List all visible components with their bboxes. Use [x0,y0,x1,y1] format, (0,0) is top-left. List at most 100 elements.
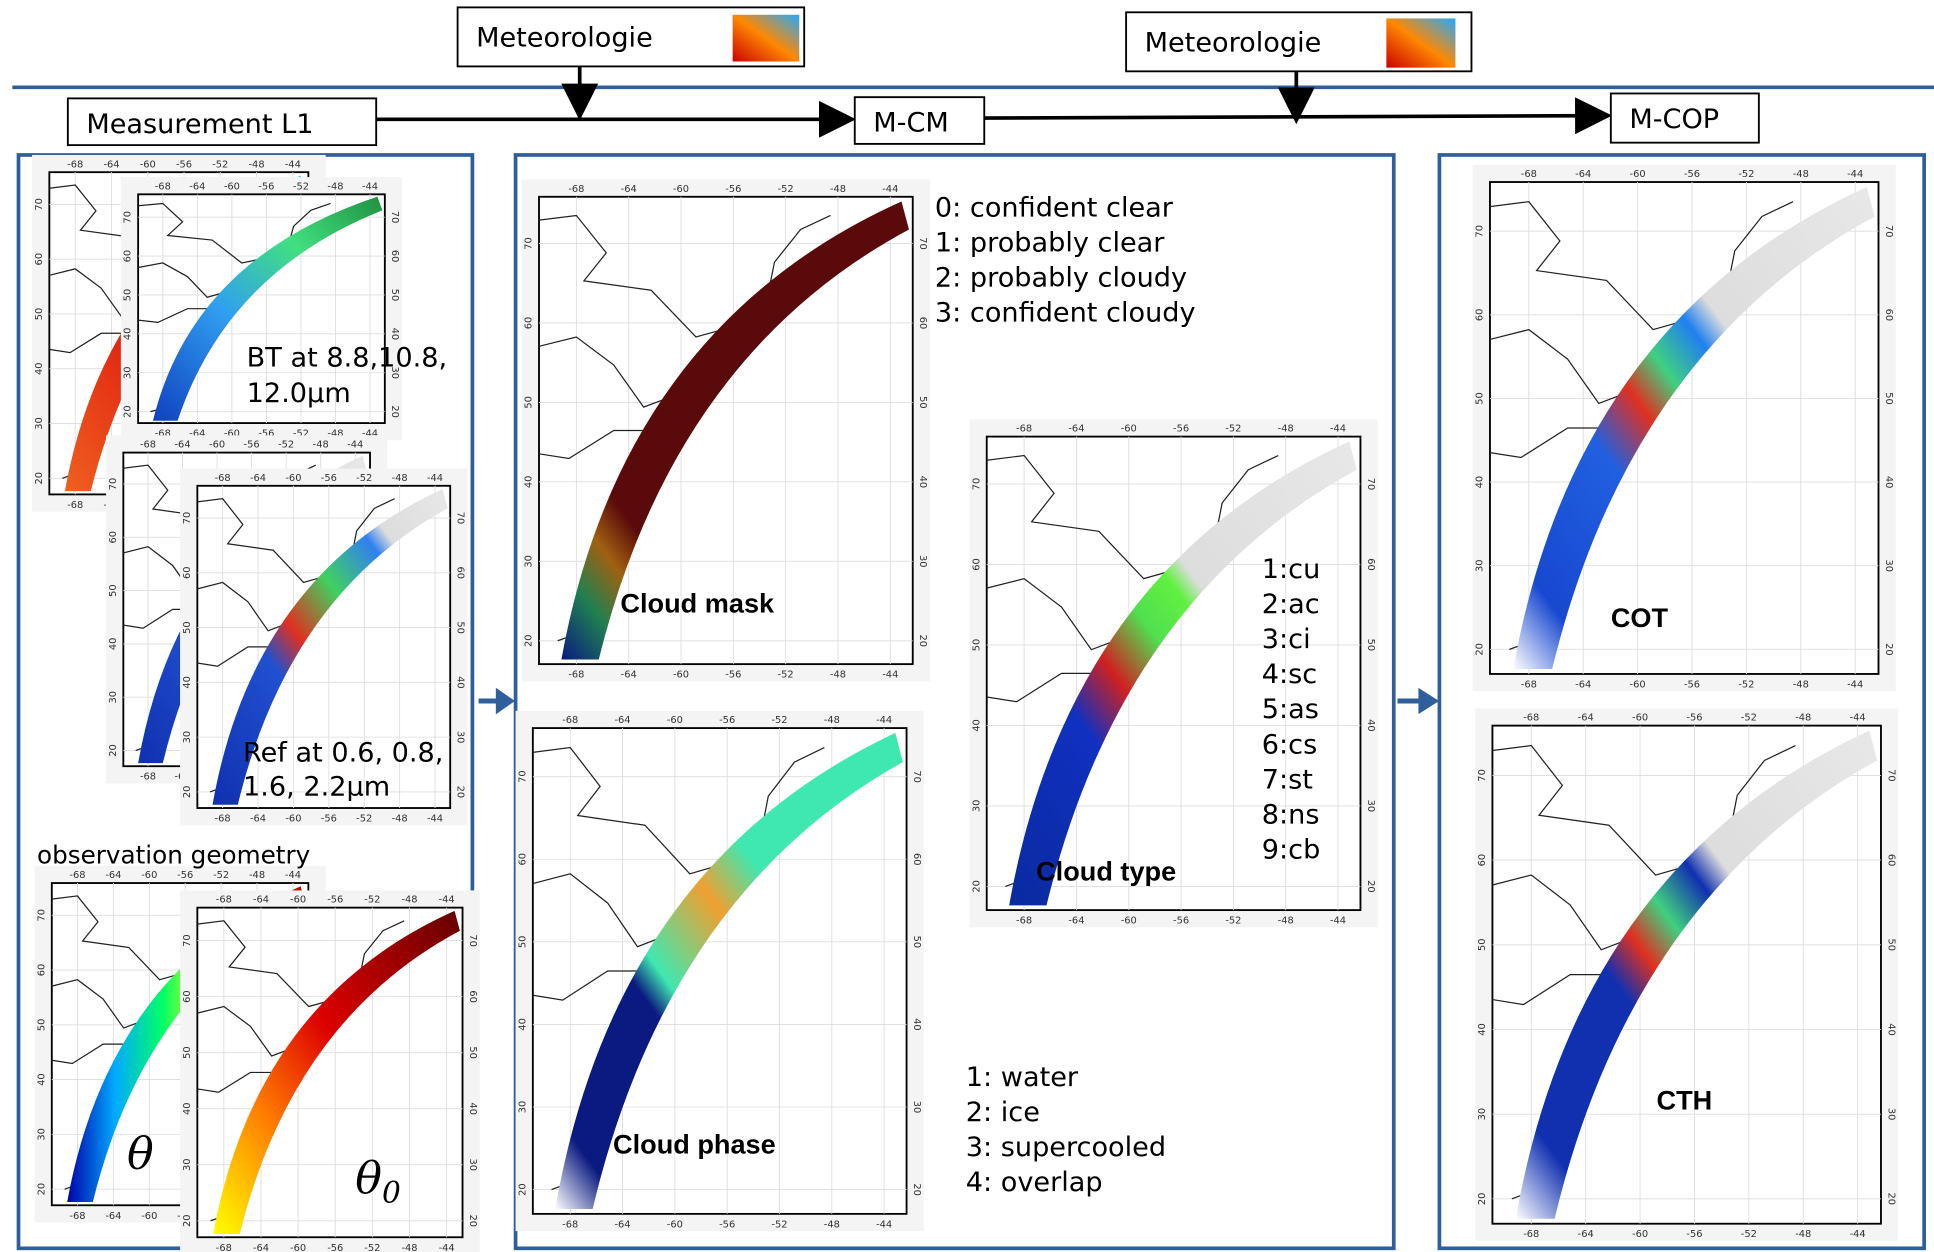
lon-label: -52 [771,715,787,726]
lat-label: 20 [911,1183,922,1196]
legend-item: 1: probably clear [935,228,1165,259]
lat-label: 40 [1885,1023,1896,1036]
lat-label: 40 [971,719,982,732]
lon-label: -64 [1068,424,1084,435]
lat-label: 30 [517,1101,528,1114]
lat-label: 70 [455,512,466,525]
lat-label: 40 [182,676,193,689]
lat-label: 30 [36,1128,47,1141]
lon-label: -44 [347,440,363,451]
lon-label: -52 [778,670,794,681]
lon-label: -44 [362,181,378,192]
lon-label: -68 [140,440,156,451]
lon-label: -48 [824,715,840,726]
lat-label: 70 [1477,769,1488,782]
lon-label: -52 [1225,916,1241,927]
lon-label: -52 [1738,169,1754,180]
lon-label: -56 [321,814,337,825]
lat-label: 50 [1365,639,1376,652]
lat-label: 30 [1365,800,1376,813]
lon-label: -64 [621,670,637,681]
lon-label: -68 [140,772,156,783]
lon-label: -60 [673,184,689,195]
lat-label: 60 [1365,558,1376,571]
lon-label: -56 [725,670,741,681]
lon-label: -64 [174,440,190,451]
lat-label: 70 [1475,225,1486,238]
lat-label: 60 [911,853,922,866]
lon-label: -64 [1578,1229,1594,1240]
lat-label: 50 [517,936,528,949]
lat-label: 70 [34,198,45,211]
lon-label: -44 [427,814,443,825]
lon-label: -48 [249,159,265,170]
lat-label: 20 [123,405,134,418]
step-label: Measurement L1 [86,109,313,140]
lon-label: -56 [1686,713,1702,724]
lon-label: -60 [673,670,689,681]
lon-label: -44 [439,895,455,906]
lon-label: -64 [253,1243,269,1252]
lon-label: -48 [327,181,343,192]
lon-label: -56 [327,1243,343,1252]
lat-label: 20 [182,1215,193,1228]
lat-label: 40 [108,638,119,651]
lon-label: -68 [568,184,584,195]
lon-label: -60 [1632,713,1648,724]
lat-label: 60 [524,317,535,330]
lat-label: 50 [971,639,982,652]
lon-label: -56 [1686,1229,1702,1240]
lon-label: -60 [1121,424,1137,435]
lon-label: -44 [876,1219,892,1230]
lon-label: -48 [830,184,846,195]
lon-label: -52 [213,870,229,881]
map-title: Cloud phase [613,1129,776,1160]
lon-label: -60 [1632,1229,1648,1240]
lat-label: 30 [123,366,134,379]
lat-label: 60 [108,531,119,544]
lon-label: -60 [1630,680,1646,691]
lat-label: 20 [1365,880,1376,893]
theta0-subscript: 0 [382,1176,401,1210]
lon-label: -56 [244,440,260,451]
lat-label: 40 [389,328,400,341]
lat-label: 30 [911,1101,922,1114]
lon-label: -64 [1578,713,1594,724]
lat-label: 20 [1885,1193,1896,1206]
lon-label: -44 [882,184,898,195]
lon-label: -56 [327,895,343,906]
lon-label: -52 [1741,1229,1757,1240]
lon-label: -52 [293,181,309,192]
lon-label: -52 [364,895,380,906]
lat-label: 40 [123,328,134,341]
lon-label: -60 [1630,169,1646,180]
lat-label: 30 [1885,1108,1896,1121]
lon-label: -48 [1793,680,1809,691]
theta: θ [127,1128,154,1179]
lon-label: -48 [392,814,408,825]
lat-label: 60 [1885,854,1896,867]
lat-label: 50 [123,289,134,302]
lat-label: 60 [123,250,134,263]
diagram: Meteorologie Meteorologie Measurement L1… [0,0,1934,1252]
lat-label: 60 [389,250,400,263]
lon-label: -44 [1847,169,1863,180]
lat-label: 70 [1883,225,1894,238]
step-label: M-COP [1629,104,1719,135]
legend-item: 4: overlap [966,1167,1103,1198]
lon-label: -48 [401,1243,417,1252]
lat-label: 50 [182,621,193,634]
input-label: Meteorologie [1145,28,1322,59]
lat-label: 60 [1475,309,1486,322]
lon-label: -60 [140,159,156,170]
lat-label: 50 [1477,939,1488,952]
lat-label: 40 [455,676,466,689]
lat-label: 30 [971,800,982,813]
map: -68-68-64-64-60-60-56-56-52-52-48-48-44-… [1473,165,1896,691]
lon-label: -48 [830,670,846,681]
lat-label: 70 [911,770,922,783]
lon-label: -48 [1278,424,1294,435]
lon-label: -64 [253,895,269,906]
lat-label: 50 [389,289,400,302]
lat-label: 60 [182,567,193,580]
